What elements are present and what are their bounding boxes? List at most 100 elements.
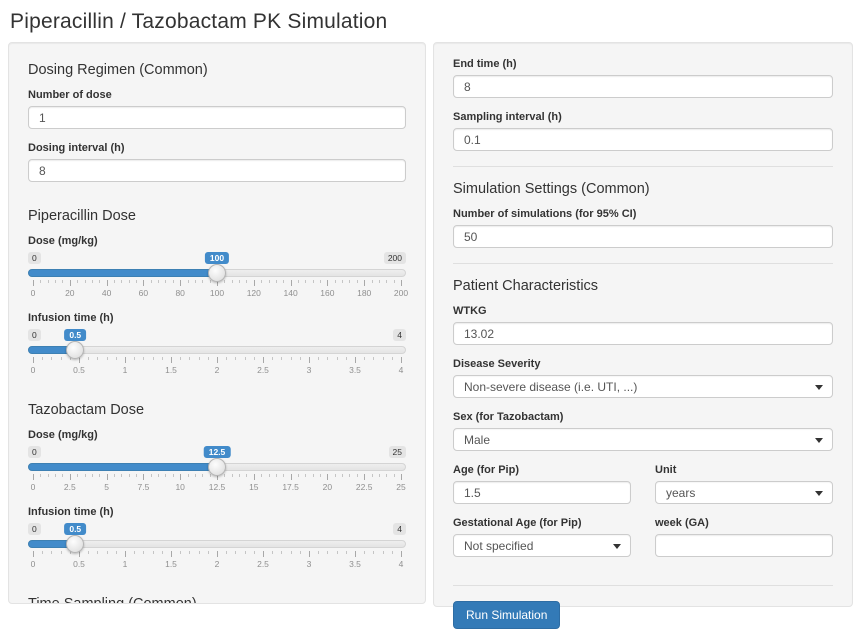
dosing-interval-input[interactable] (28, 159, 406, 182)
pip-infusion-label: Infusion time (h) (28, 312, 114, 324)
gestational-age-label: Gestational Age (for Pip) (453, 517, 582, 529)
number-of-dose-group: Number of dose (28, 89, 406, 129)
end-time-group: End time (h) (453, 58, 833, 98)
slider-max-badge: 4 (393, 523, 406, 536)
slider-handle[interactable] (208, 264, 226, 282)
slider-tick-label: 2 (214, 365, 220, 375)
sampling-interval-label: Sampling interval (h) (453, 111, 562, 123)
slider-tick-label: 0 (30, 482, 36, 492)
slider-tick-label: 15 (249, 482, 259, 492)
app-page: Piperacillin / Tazobactam PK Simulation … (0, 10, 861, 629)
slider-tick-label: 17.5 (282, 482, 299, 492)
slider-handle[interactable] (208, 458, 226, 476)
sex-group: Sex (for Tazobactam) Male (453, 411, 833, 451)
slider-tick-label: 60 (138, 288, 149, 298)
slider-tick-label: 2 (214, 559, 220, 569)
slider-tick-label: 1 (122, 365, 128, 375)
slider-min-badge: 0 (28, 523, 41, 536)
slider-handle[interactable] (66, 535, 85, 553)
sex-select[interactable]: Male (453, 428, 833, 451)
sex-label: Sex (for Tazobactam) (453, 411, 564, 423)
dosing-interval-label: Dosing interval (h) (28, 142, 125, 154)
slider-tick-label: 0 (30, 365, 36, 375)
disease-severity-selected-value: Non-severe disease (i.e. UTI, ...) (464, 379, 638, 394)
chevron-down-icon (815, 385, 823, 390)
slider-tick-label: 1 (122, 559, 128, 569)
number-of-dose-input[interactable] (28, 106, 406, 129)
pip-infusion-group: Infusion time (h) 0 4 0.5 0 0.5 1 1.5 2 2.5 3 3.5 4 (28, 312, 406, 376)
slider-min-badge: 0 (28, 329, 41, 342)
slider-track[interactable] (28, 346, 406, 354)
taz-dose-slider[interactable]: 0 25 12.5 0 2.5 5 7.5 10 12.5 15 17.5 20 22.5 25 (28, 446, 406, 493)
slider-tick-label: 1.5 (165, 559, 177, 569)
dosing-interval-group: Dosing interval (h) (28, 142, 406, 182)
wtkg-label: WTKG (453, 305, 487, 317)
number-of-dose-label: Number of dose (28, 89, 112, 101)
slider-tick-label: 160 (320, 288, 335, 298)
taz-infusion-slider[interactable]: 0 4 0.5 0 0.5 1 1.5 2 2.5 3 3.5 4 (28, 523, 406, 570)
slider-min-badge: 0 (28, 446, 41, 459)
slider-value-badge: 12.5 (203, 446, 231, 459)
slider-value-badge: 0.5 (64, 329, 87, 342)
end-time-label: End time (h) (453, 58, 517, 70)
slider-handle[interactable] (66, 341, 85, 359)
slider-max-badge: 25 (388, 446, 406, 459)
end-time-input[interactable] (453, 75, 833, 98)
pip-dose-group: Dose (mg/kg) 0 200 100 0 20 40 60 80 100 120 140 16… (28, 235, 408, 299)
slider-tick-label: 3.5 (349, 559, 361, 569)
gestational-age-selected-value: Not specified (464, 538, 534, 553)
week-ga-group: week (GA) (655, 517, 833, 557)
slider-value-badge: 0.5 (64, 523, 87, 536)
slider-tick-label: 2.5 (257, 559, 269, 569)
run-simulation-button[interactable]: Run Simulation (453, 601, 561, 629)
wtkg-input[interactable] (453, 322, 833, 345)
disease-severity-label: Disease Severity (453, 358, 541, 370)
slider-tick-label: 120 (246, 288, 261, 298)
age-group: Age (for Pip) (453, 464, 631, 504)
slider-tick-label: 1.5 (165, 365, 177, 375)
age-input[interactable] (453, 481, 631, 504)
slider-tick-label: 22.5 (355, 482, 373, 492)
unit-group: Unit years (655, 464, 833, 504)
slider-tick-label: 80 (175, 288, 185, 298)
slider-value-badge: 100 (204, 252, 230, 265)
slider-tick-label: 20 (322, 482, 333, 492)
slider-grid: 0 0.5 1 1.5 2 2.5 3 3.5 4 (30, 357, 403, 375)
slider-tick-label: 2.5 (257, 365, 269, 375)
slider-tick-label: 180 (357, 288, 372, 298)
disease-severity-select[interactable]: Non-severe disease (i.e. UTI, ...) (453, 375, 833, 398)
disease-severity-group: Disease Severity Non-severe disease (i.e… (453, 358, 833, 398)
slider-track[interactable] (28, 540, 406, 548)
num-simulations-input[interactable] (453, 225, 833, 248)
section-divider (453, 585, 833, 586)
slider-tick-label: 140 (283, 288, 298, 298)
slider-tick-label: 3 (306, 559, 312, 569)
gestational-age-group: Gestational Age (for Pip) Not specified (453, 517, 631, 557)
slider-tick-label: 3.5 (349, 365, 361, 375)
unit-selected-value: years (666, 485, 696, 500)
pip-infusion-slider[interactable]: 0 4 0.5 0 0.5 1 1.5 2 2.5 3 3.5 4 (28, 329, 406, 376)
taz-infusion-label: Infusion time (h) (28, 506, 114, 518)
slider-bar (28, 463, 217, 471)
pip-dose-slider[interactable]: 0 200 100 0 20 40 60 80 100 120 140 160 180 200 (28, 252, 408, 299)
slider-tick-label: 5 (104, 482, 109, 492)
slider-tick-label: 0.5 (73, 559, 85, 569)
slider-tick-label: 12.5 (208, 482, 226, 492)
sampling-interval-input[interactable] (453, 128, 833, 151)
slider-min-badge: 0 (28, 252, 41, 265)
slider-tick-label: 40 (101, 288, 112, 298)
week-ga-input[interactable] (655, 534, 833, 557)
page-title: Piperacillin / Tazobactam PK Simulation (10, 10, 388, 33)
gestational-age-select[interactable]: Not specified (453, 534, 631, 557)
wtkg-group: WTKG (453, 305, 833, 345)
slider-tick-label: 0 (30, 288, 36, 298)
slider-grid: 0 2.5 5 7.5 10 12.5 15 17.5 20 22.5 25 (30, 474, 406, 492)
left-panel: Dosing Regimen (Common) Number of dose D… (8, 42, 426, 604)
slider-tick-label: 20 (65, 288, 75, 298)
slider-tick-label: 25 (396, 482, 406, 492)
simulation-settings-heading: Simulation Settings (Common) (453, 181, 650, 197)
section-divider (453, 263, 833, 264)
chevron-down-icon (815, 438, 823, 443)
unit-select[interactable]: years (655, 481, 833, 504)
slider-max-badge: 200 (383, 252, 406, 265)
